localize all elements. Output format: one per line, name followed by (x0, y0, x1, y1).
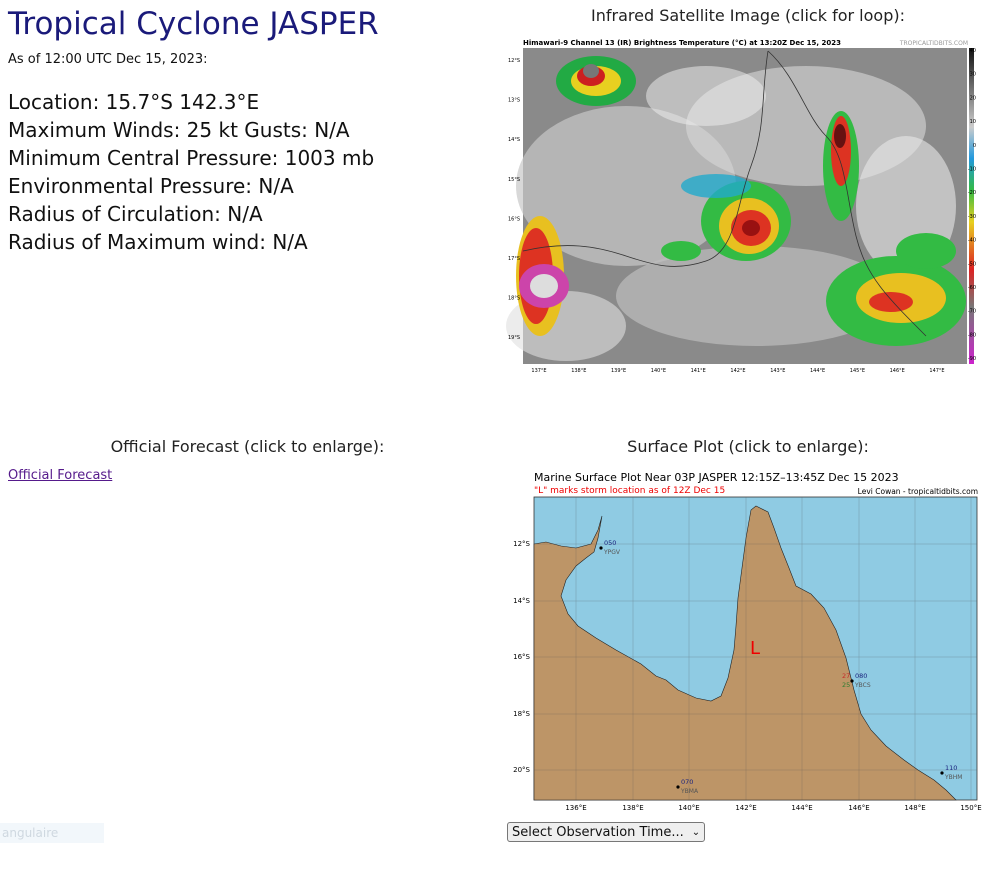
surface-lon-labels: 136°E 138°E 140°E 142°E 144°E 146°E 148°E 150°E (565, 804, 981, 812)
station-marker: 110 YBHM (940, 764, 962, 781)
station-id: YBCS (854, 682, 871, 689)
satellite-header: Himawari-9 Channel 13 (IR) Brightness Te… (523, 39, 841, 47)
storm-max-winds: Maximum Winds: 25 kt Gusts: N/A (8, 118, 350, 142)
surface-lat-label: 20°S (513, 766, 530, 774)
surface-caption: Surface Plot (click to enlarge): (627, 437, 869, 456)
surface-subtitle: "L" marks storm location as of 12Z Dec 1… (534, 486, 725, 496)
surface-lon-label: 138°E (622, 804, 643, 812)
as-of-timestamp: As of 12:00 UTC Dec 15, 2023: (8, 52, 208, 67)
station-dewpoint: 25 (842, 681, 850, 689)
satellite-caption: Infrared Satellite Image (click for loop… (591, 6, 905, 25)
scale-label: 30 (970, 72, 976, 78)
ir-color-scale (969, 48, 974, 364)
surface-lon-label: 146°E (848, 804, 869, 812)
sat-lon-label: 142°E (730, 368, 745, 372)
hidden-text: angulaire (0, 823, 104, 843)
scale-label: -20 (968, 190, 976, 196)
official-forecast-link[interactable]: Official Forecast (8, 468, 113, 483)
observation-time-select[interactable]: Select Observation Time... ⌄ (507, 822, 706, 842)
convection-cores (516, 56, 966, 346)
chevron-down-icon: ⌄ (691, 826, 701, 838)
surface-lat-label: 14°S (513, 597, 530, 605)
station-pressure: 070 (681, 778, 693, 786)
sat-lon-label: 139°E (611, 368, 626, 372)
scale-label: -60 (968, 285, 976, 291)
storm-location-marker: L (750, 638, 760, 659)
station-pressure: 110 (945, 764, 957, 772)
surface-lat-labels: 12°S 14°S 16°S 18°S 20°S (513, 540, 530, 774)
sat-lon-label: 141°E (691, 368, 706, 372)
scale-label: -50 (968, 261, 976, 267)
surface-land (533, 505, 957, 801)
sat-lon-label: 137°E (531, 368, 546, 372)
station-pressure: 050 (604, 539, 616, 547)
sat-lon-label: 143°E (770, 368, 785, 372)
sat-lat-label: 18°S (508, 296, 520, 302)
scale-label: -10 (968, 167, 976, 173)
scale-label: -70 (968, 309, 976, 315)
storm-min-pressure: Minimum Central Pressure: 1003 mb (8, 146, 375, 170)
scale-label: 20 (970, 95, 976, 101)
storm-env-pressure: Environmental Pressure: N/A (8, 174, 294, 198)
sat-lat-label: 13°S (508, 98, 520, 104)
surface-lat-label: 16°S (513, 653, 530, 661)
scale-label: -80 (968, 332, 976, 338)
sat-lon-label: 144°E (810, 368, 825, 372)
station-pressure: 080 (855, 672, 867, 680)
surface-lon-label: 140°E (678, 804, 699, 812)
scale-label: -40 (968, 238, 976, 244)
station-marker: 050 YPGV (599, 539, 621, 556)
scale-label: -90 (968, 356, 976, 362)
storm-location: Location: 15.7°S 142.3°E (8, 90, 260, 114)
surface-lon-label: 148°E (904, 804, 925, 812)
surface-lon-label: 144°E (791, 804, 812, 812)
sat-lat-label: 12°S (508, 58, 520, 64)
station-temp: 27 (842, 672, 850, 680)
surface-lon-label: 142°E (735, 804, 756, 812)
surface-lat-label: 18°S (513, 710, 530, 718)
sat-lat-label: 19°S (508, 335, 520, 341)
surface-credit: Levi Cowan - tropicaltidbits.com (858, 487, 978, 496)
surface-gridlines (534, 497, 977, 800)
station-marker: 070 YBMA (676, 778, 699, 795)
scale-label: 10 (970, 119, 976, 125)
sat-lat-label: 15°S (508, 177, 520, 183)
lon-labels: 137°E 138°E 139°E 140°E 141°E 142°E 143°E 144°E… (531, 368, 944, 372)
sat-lat-label: 14°S (508, 137, 520, 143)
surface-lat-label: 12°S (513, 540, 530, 548)
sat-lon-label: 138°E (571, 368, 586, 372)
storm-radius-max-wind: Radius of Maximum wind: N/A (8, 230, 308, 254)
sat-lon-label: 146°E (890, 368, 905, 372)
surface-title: Marine Surface Plot Near 03P JASPER 12:1… (534, 471, 899, 484)
surface-lon-label: 150°E (960, 804, 981, 812)
scale-label: 0 (973, 143, 976, 149)
coastline (522, 50, 769, 267)
station-id: YBMA (680, 788, 699, 795)
scale-label: 40 (970, 48, 976, 54)
station-id: YPGV (603, 549, 621, 556)
surface-lon-label: 136°E (565, 804, 586, 812)
scale-label: -30 (968, 214, 976, 220)
satellite-credit: TROPICALTIDBITS.COM (899, 40, 968, 47)
sat-lon-label: 145°E (850, 368, 865, 372)
coastline-east (767, 50, 927, 337)
sat-lat-label: 16°S (508, 216, 520, 222)
satellite-image[interactable]: Himawari-9 Channel 13 (IR) Brightness Te… (506, 36, 976, 372)
surface-plot-image[interactable]: Marine Surface Plot Near 03P JASPER 12:1… (506, 468, 982, 813)
storm-info: Location: 15.7°S 142.3°E Maximum Winds: … (8, 88, 374, 256)
sat-lon-label: 140°E (651, 368, 666, 372)
observation-time-label: Select Observation Time... (512, 824, 684, 840)
forecast-caption: Official Forecast (click to enlarge): (110, 437, 385, 456)
sat-lon-label: 147°E (929, 368, 944, 372)
storm-radius-circulation: Radius of Circulation: N/A (8, 202, 263, 226)
lat-labels: 12°S 13°S 14°S 15°S 16°S 17°S 18°S 19°S (508, 58, 520, 341)
scale-labels: 40 30 20 10 0 -10 -20 -30 -40 -50 -60 -70 -80 -90 (968, 48, 976, 362)
page-title: Tropical Cyclone JASPER (8, 6, 379, 42)
sat-lat-label: 17°S (508, 256, 520, 262)
station-id: YBHM (944, 774, 962, 781)
